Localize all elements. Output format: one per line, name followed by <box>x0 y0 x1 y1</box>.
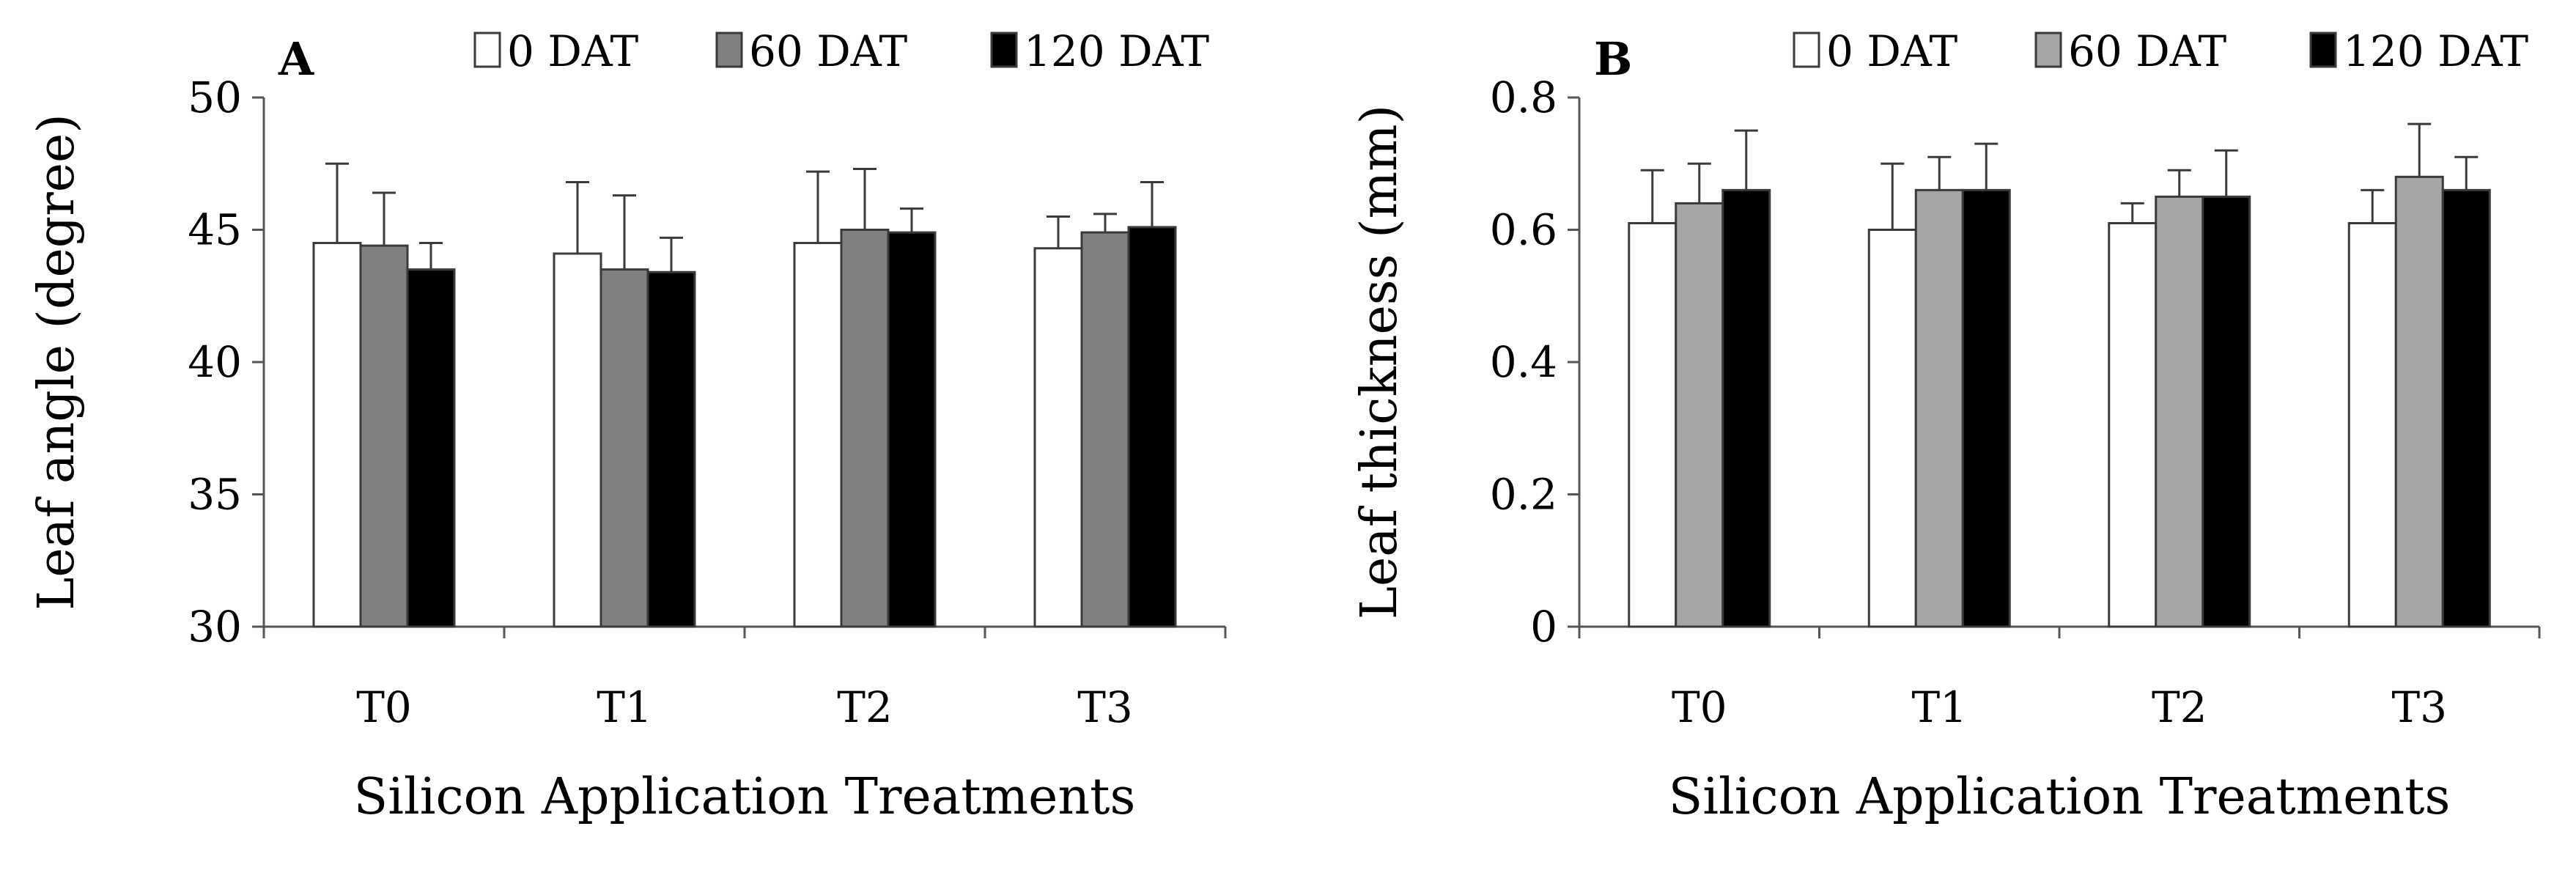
legend-label: 60 DAT <box>749 26 907 76</box>
legend-swatch <box>473 32 501 68</box>
y-tick-label: 40 <box>188 337 242 387</box>
y-tick-label: 35 <box>188 470 242 520</box>
bar <box>1675 202 1724 628</box>
legend-label: 120 DAT <box>1024 26 1209 76</box>
bar <box>2441 188 2491 628</box>
x-tick-label: T1 <box>1911 682 1967 732</box>
x-tick-label: T1 <box>597 682 652 732</box>
bar <box>553 252 602 628</box>
bar <box>2155 195 2204 628</box>
panel-label: A <box>278 32 314 86</box>
bar <box>1080 231 1130 628</box>
legend-label: 60 DAT <box>2068 26 2226 76</box>
bar <box>1721 188 1771 628</box>
y-tick-label: 30 <box>188 602 242 652</box>
y-tick-label: 0.8 <box>1490 73 1557 122</box>
x-tick-label: T0 <box>1672 682 1727 732</box>
bar <box>887 231 937 628</box>
bar <box>359 244 409 628</box>
bar <box>2347 221 2397 628</box>
y-axis-label: Leaf angle (degree) <box>28 114 86 611</box>
x-tick-label: T0 <box>356 682 412 732</box>
bar <box>406 268 456 628</box>
x-tick-label: T2 <box>837 682 893 732</box>
y-tick-label: 0.6 <box>1490 205 1557 255</box>
panel-b-chart: 0 0.2 0.4 0.6 0.8 T0 T1 T2 T3 Leaf thickness (mm)… <box>1351 26 2541 826</box>
legend-swatch <box>715 32 743 68</box>
legend-swatch <box>990 32 1018 68</box>
bar <box>793 242 843 628</box>
y-tick-label: 45 <box>188 205 242 255</box>
bar <box>1867 229 1917 628</box>
bar <box>2108 221 2158 628</box>
x-tick-label: T3 <box>1077 682 1133 732</box>
legend-label: 0 DAT <box>507 26 639 76</box>
bar <box>599 268 649 628</box>
y-tick-label: 0.4 <box>1490 337 1557 387</box>
bar <box>312 242 362 628</box>
x-axis-label: Silicon Application Treatments <box>354 768 1136 826</box>
panel-a-chart: 30 35 40 45 50 T0 T1 T2 T3 Leaf angle (degree) Sil… <box>28 26 1227 826</box>
y-axis-label: Leaf thickness (mm) <box>1351 105 1409 619</box>
legend-swatch <box>2034 32 2062 68</box>
y-tick-label: 0 <box>1530 602 1557 652</box>
bar <box>1961 188 2011 628</box>
legend-swatch <box>1793 32 1820 68</box>
legend-swatch <box>2309 32 2337 68</box>
panel-label: B <box>1594 32 1632 86</box>
bar <box>1033 247 1083 628</box>
y-tick-label: 50 <box>188 73 242 122</box>
x-axis-label: Silicon Application Treatments <box>1669 768 2451 826</box>
bar <box>2202 195 2251 628</box>
bar <box>1914 188 1964 628</box>
bar <box>1628 221 1678 628</box>
bar <box>1127 226 1177 628</box>
y-tick-label: 0.2 <box>1490 470 1557 520</box>
bar <box>840 229 890 628</box>
x-tick-label: T3 <box>2391 682 2447 732</box>
legend-label: 0 DAT <box>1826 26 1958 76</box>
bar <box>646 270 696 628</box>
bar <box>2394 175 2444 628</box>
x-tick-label: T2 <box>2152 682 2207 732</box>
legend-label: 120 DAT <box>2343 26 2528 76</box>
